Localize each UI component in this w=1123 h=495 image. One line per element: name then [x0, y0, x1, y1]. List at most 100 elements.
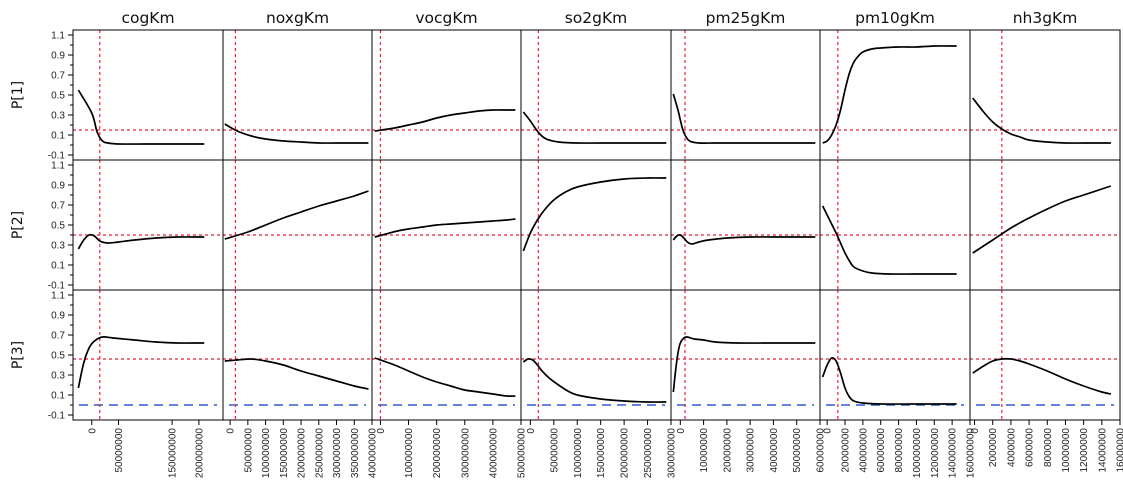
column-title-pm10gKm: pm10gKm [855, 9, 935, 27]
xtick-label: 0 [823, 428, 834, 434]
panel-r2-c4 [520, 159, 672, 291]
panel-frame [371, 29, 522, 161]
curve-line [522, 177, 667, 252]
xtick-label: 40000000 [858, 428, 869, 473]
xtick-label: 0 [226, 428, 237, 434]
ytick-label: -0.1 [48, 151, 66, 162]
curve-line [374, 109, 516, 132]
xtick-label: 300000000 [332, 428, 343, 478]
panel-r1-c1 [72, 29, 224, 161]
panel-frame [222, 159, 373, 291]
panel-frame [969, 159, 1121, 291]
xtick-label: 12000000 [1079, 428, 1090, 473]
column-title-nh3gKm: nh3gKm [1013, 9, 1078, 27]
xtick-label: 150000000 [168, 428, 179, 478]
xtick-label: 6000000 [1025, 428, 1036, 467]
xtick-label: 0 [376, 428, 387, 434]
ytick-label: 0.1 [51, 391, 65, 402]
panel-r2-c5 [670, 159, 821, 291]
ytick-label: -0.1 [48, 281, 66, 292]
curve-line [77, 233, 205, 250]
panel-frame [670, 159, 821, 291]
panel-frame [670, 289, 821, 421]
panel-frame [969, 29, 1121, 161]
curve-line [972, 97, 1111, 144]
xtick-label: 50000000 [792, 428, 803, 473]
curve-line [522, 358, 667, 403]
xtick-label: 160000000 [966, 428, 977, 478]
xtick-label: 10000000 [699, 428, 710, 473]
xtick-label: 350000000 [350, 428, 361, 478]
curve-line [77, 89, 205, 145]
curve-line [224, 123, 369, 144]
xtick-label: 100000000 [404, 428, 415, 478]
ytick-label: 1.1 [51, 291, 65, 302]
ytick-label: 1.1 [51, 31, 65, 42]
panel-r2-c7 [969, 159, 1121, 291]
column-title-pm25gKm: pm25gKm [706, 9, 786, 27]
curve-line [972, 185, 1112, 254]
xtick-label: 0 [676, 428, 687, 434]
ytick-label: 0.3 [51, 241, 65, 252]
panel-frame [819, 289, 971, 421]
panel-r3-c2 [222, 289, 373, 421]
curve-line [522, 111, 667, 144]
xtick-label: 120000000 [930, 428, 941, 478]
curve-line [672, 234, 816, 245]
panel-frame [670, 29, 821, 161]
row-label-2: P[2] [10, 211, 26, 239]
xtick-label: 500000000 [517, 428, 528, 478]
xtick-label: 140000000 [948, 428, 959, 478]
ytick-label: 0.9 [51, 311, 65, 322]
xtick-label: 250000000 [643, 428, 654, 478]
ytick-label: 1.1 [51, 161, 65, 172]
xtick-label: 0 [87, 428, 98, 434]
xtick-label: 200000000 [194, 428, 205, 478]
curve-line [224, 358, 369, 390]
panel-r1-c3 [371, 29, 522, 161]
panel-frame [72, 289, 224, 421]
panel-frame [222, 289, 373, 421]
curve-line [374, 357, 516, 397]
xtick-label: 300000000 [667, 428, 678, 478]
ytick-label: 0.7 [51, 71, 65, 82]
xtick-label: 50000000 [114, 428, 125, 473]
panel-r2-c2 [222, 159, 373, 291]
row-label-3: P[3] [10, 341, 26, 369]
xtick-label: 8000000 [1043, 428, 1054, 467]
xtick-label: 50000000 [549, 428, 560, 473]
curve-line [822, 45, 957, 144]
xtick-label: 200000000 [620, 428, 631, 478]
panel-r3-c7 [969, 289, 1121, 421]
ytick-label: 0.5 [51, 91, 65, 102]
panel-r1-c6 [819, 29, 971, 161]
ytick-label: 0.5 [51, 351, 65, 362]
panel-frame [72, 159, 224, 291]
xtick-label: 100000000 [261, 428, 272, 478]
xtick-label: 60000000 [876, 428, 887, 473]
curve-line [224, 190, 369, 240]
column-title-noxgKm: noxgKm [266, 9, 329, 27]
panel-r3-c1 [72, 289, 224, 421]
xtick-label: 300000000 [460, 428, 471, 478]
xtick-label: 200000000 [297, 428, 308, 478]
xtick-label: 400000000 [368, 428, 379, 478]
xtick-label: 400000000 [488, 428, 499, 478]
curve-line [821, 205, 957, 275]
panel-frame [222, 29, 373, 161]
ytick-label: 0.1 [51, 131, 65, 142]
row-label-1: P[1] [10, 81, 26, 109]
xtick-label: 60000000 [816, 428, 827, 473]
panel-frame [520, 289, 672, 421]
panel-r3-c6 [819, 289, 971, 421]
panel-frame [520, 159, 672, 291]
curve-line [672, 93, 816, 144]
xtick-label: 16000000 [1116, 428, 1123, 473]
xtick-label: 0 [970, 428, 981, 434]
ytick-label: 0.3 [51, 371, 65, 382]
xtick-label: 80000000 [894, 428, 905, 473]
xtick-label: 100000000 [573, 428, 584, 478]
curve-line [972, 357, 1112, 395]
ytick-label: 0.7 [51, 331, 65, 342]
